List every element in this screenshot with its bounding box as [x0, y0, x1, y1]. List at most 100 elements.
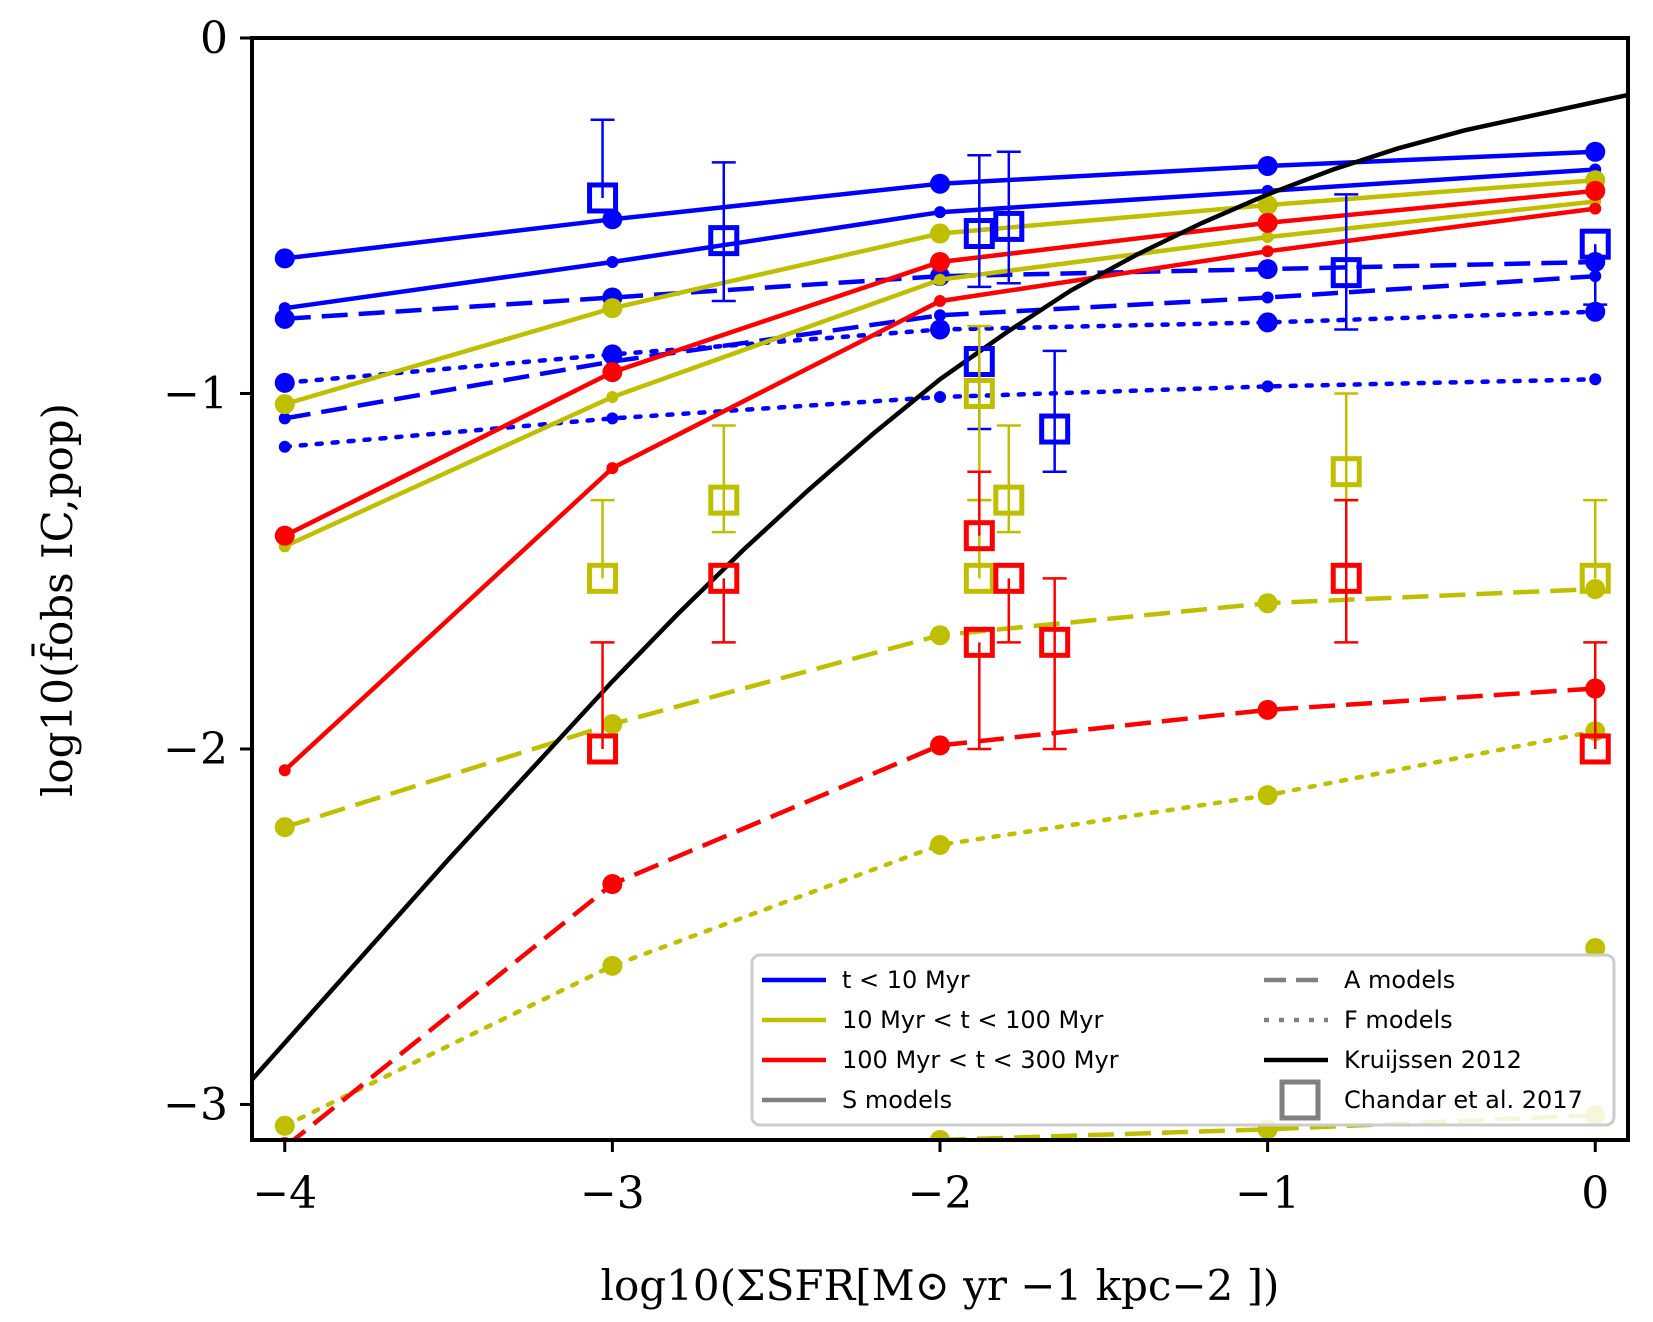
- legend-label-5: F models: [1344, 1006, 1453, 1034]
- series-8-point-3: [1257, 593, 1278, 614]
- series-13-point-4: [1589, 202, 1602, 215]
- series-7-point-3: [1261, 231, 1274, 244]
- legend-label-0: t < 10 Myr: [842, 966, 970, 994]
- series-4-point-2: [930, 319, 950, 340]
- legend-label-1: 10 Myr < t < 100 Myr: [842, 1006, 1103, 1034]
- series-line-15: [252, 92, 1628, 1082]
- series-12-point-4: [1585, 180, 1606, 201]
- series-7-point-2: [934, 273, 946, 286]
- obs-square-8: [587, 562, 619, 594]
- y-tick-label-2: −2: [163, 724, 228, 775]
- obs-square-16: [708, 562, 740, 594]
- x-axis-label: log10(ΣSFR[M⊙ yr −1 kpc−2 ]): [601, 1261, 1280, 1310]
- series-9-point-0: [930, 1130, 950, 1140]
- series-8-point-1: [602, 714, 623, 735]
- legend-label-4: A models: [1344, 966, 1455, 994]
- obs-square-11: [993, 484, 1025, 516]
- series-2-point-3: [1257, 259, 1278, 280]
- series-line-13: [283, 206, 1596, 772]
- legend-label-3: S models: [842, 1086, 952, 1114]
- series-12-point-2: [930, 251, 950, 272]
- series-0-point-4: [1585, 141, 1606, 162]
- x-tick-label-0: −4: [252, 1168, 317, 1219]
- series-10-point-3: [1257, 785, 1278, 806]
- obs-square-9: [708, 484, 740, 516]
- obs-square-17: [963, 520, 995, 552]
- series-10-point-0: [274, 1115, 295, 1136]
- obs-square-0: [587, 182, 619, 214]
- obs-square-18: [993, 562, 1025, 594]
- legend-label-6: Kruijssen 2012: [1344, 1046, 1522, 1074]
- obs-square-19: [963, 626, 995, 658]
- ticks-layer: −4 −3 −2 −1 0 0 −1 −2 −3: [163, 13, 1609, 1219]
- series-10-point-1: [602, 955, 623, 976]
- x-tick-label-3: −1: [1235, 1168, 1300, 1219]
- series-13-point-3: [1261, 245, 1274, 258]
- obs-square-12: [963, 562, 995, 594]
- obs-square-15: [587, 733, 619, 765]
- series-3-point-0: [278, 412, 291, 425]
- series-line-14: [290, 686, 1596, 1140]
- legend: t < 10 Myr 10 Myr < t < 100 Myr 100 Myr < …: [750, 953, 1616, 1127]
- series-5-point-4: [1589, 373, 1602, 386]
- series-5-point-3: [1261, 380, 1274, 393]
- obs-square-7: [1579, 228, 1611, 260]
- series-0-point-0: [274, 248, 295, 269]
- series-8-point-2: [930, 625, 950, 646]
- obs-square-1: [708, 225, 740, 257]
- series-6-point-0: [274, 394, 295, 415]
- series-3-point-3: [1261, 291, 1274, 304]
- series-13-point-0: [278, 764, 291, 777]
- obs-square-6: [1330, 257, 1362, 289]
- series-0-point-2: [930, 173, 950, 194]
- x-tick-label-1: −3: [580, 1168, 645, 1219]
- legend-label-7: Chandar et al. 2017: [1344, 1086, 1583, 1114]
- obs-square-14: [1579, 562, 1611, 594]
- series-14-point-2: [930, 735, 950, 756]
- series-5-point-0: [278, 440, 291, 453]
- series-0-point-3: [1257, 155, 1278, 176]
- obs-square-2: [963, 218, 995, 250]
- series-14-point-3: [1257, 699, 1278, 720]
- series-4-point-4: [1585, 301, 1606, 322]
- x-tick-label-2: −2: [908, 1168, 973, 1219]
- series-8-point-0: [274, 817, 295, 838]
- series-4-point-3: [1257, 312, 1278, 333]
- x-tick-label-4: 0: [1581, 1168, 1609, 1219]
- series-3-point-2: [934, 309, 946, 322]
- series-12-point-3: [1257, 212, 1278, 233]
- legend-box: [750, 953, 1616, 1127]
- observations-layer: [587, 118, 1611, 765]
- series-12-point-0: [274, 525, 295, 546]
- series-4-point-1: [602, 344, 623, 365]
- series-line-10: [282, 728, 1598, 1129]
- obs-square-5: [1039, 413, 1071, 445]
- series-1-point-1: [606, 255, 619, 268]
- y-tick-label-1: −1: [163, 368, 228, 419]
- series-5-point-1: [606, 412, 619, 425]
- series-13-point-1: [606, 462, 619, 475]
- obs-square-21: [1330, 562, 1362, 594]
- series-6-point-1: [602, 298, 623, 319]
- series-5-point-2: [934, 391, 946, 404]
- series-13-point-2: [934, 295, 946, 308]
- legend-label-2: 100 Myr < t < 300 Myr: [842, 1046, 1119, 1074]
- series-line-2: [284, 259, 1596, 322]
- y-tick-label-0: 0: [200, 13, 228, 64]
- series-10-point-2: [930, 834, 950, 855]
- obs-square-20: [1039, 626, 1071, 658]
- series-4-point-0: [274, 372, 295, 393]
- obs-square-13: [1330, 456, 1362, 488]
- series-12-point-1: [602, 362, 623, 383]
- series-7-point-1: [606, 391, 619, 404]
- series-1-point-2: [934, 206, 946, 219]
- series-6-point-3: [1257, 195, 1278, 216]
- obs-square-3: [993, 210, 1025, 242]
- legend-symbol-7: [1279, 1079, 1321, 1121]
- series-14-point-1: [602, 874, 623, 895]
- y-tick-label-3: −3: [163, 1079, 228, 1130]
- series-2-point-0: [274, 308, 295, 329]
- series-0-point-1: [602, 209, 623, 230]
- series-line-8: [284, 586, 1596, 830]
